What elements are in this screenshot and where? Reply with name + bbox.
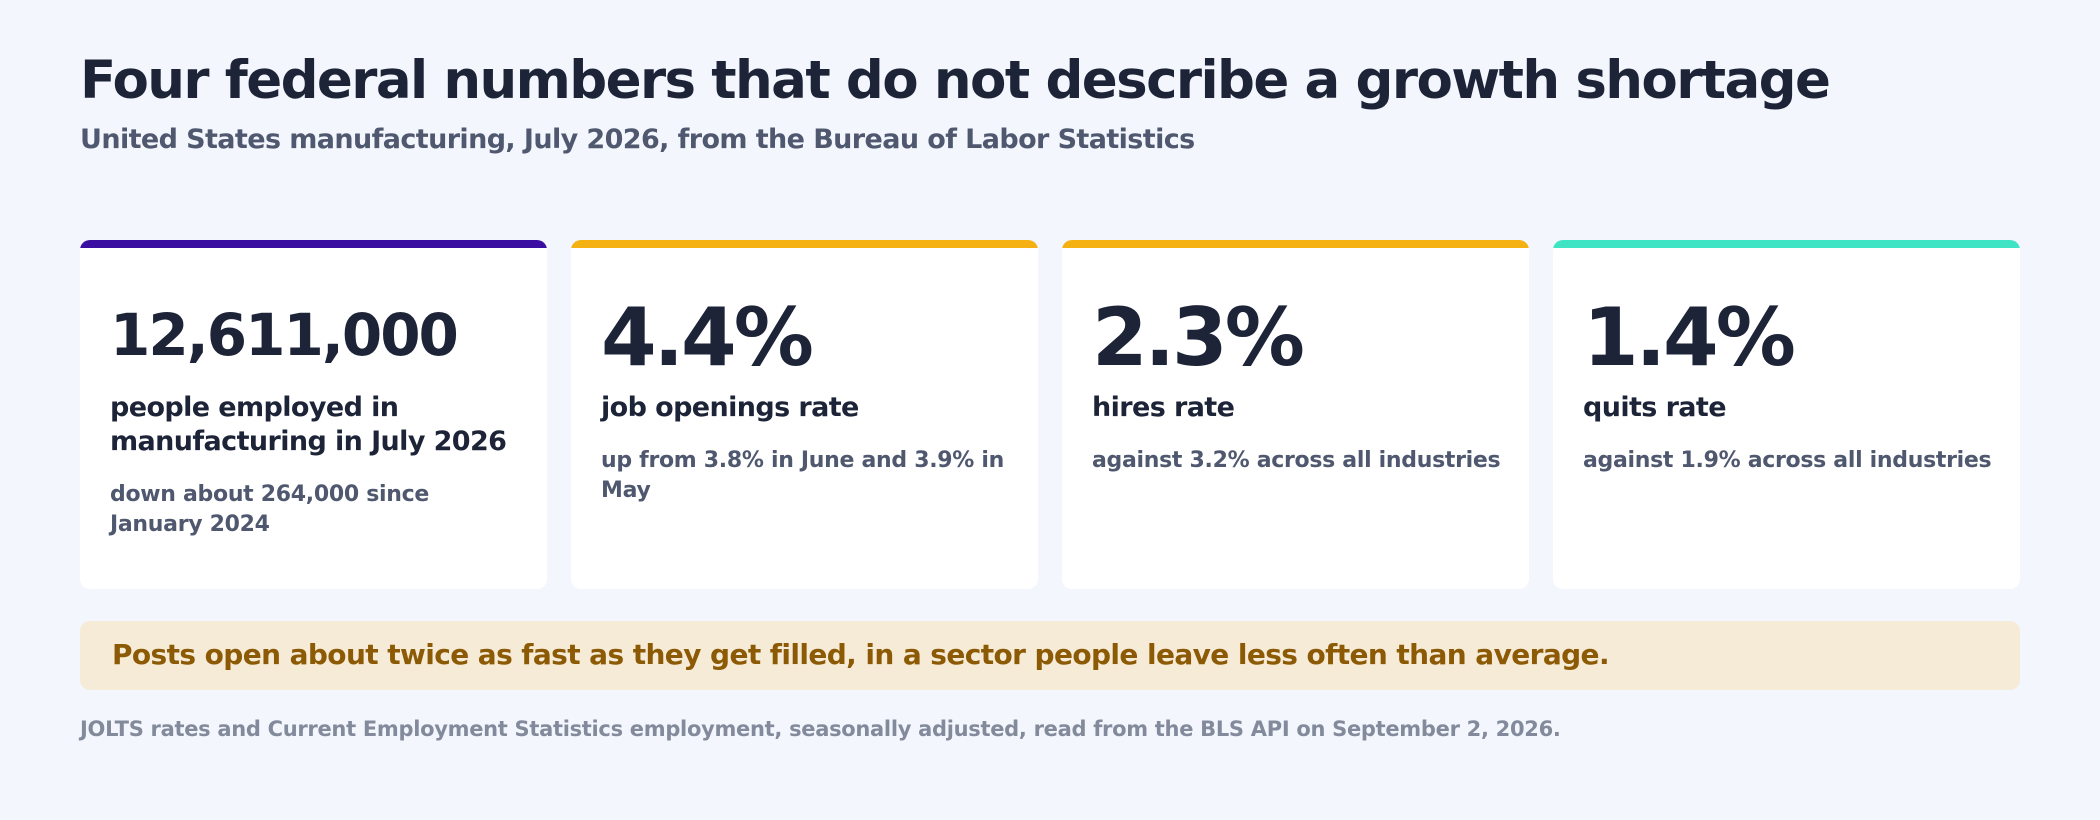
stat-card-hires: 2.3% hires rate against 3.2% across all … <box>1062 240 1529 589</box>
card-accent-bar <box>1062 240 1529 248</box>
source-note: JOLTS rates and Current Employment Stati… <box>80 717 1561 741</box>
stat-note: down about 264,000 since January 2024 <box>110 482 429 537</box>
card-accent-bar <box>571 240 1038 248</box>
stat-value: 4.4% <box>601 291 814 384</box>
stat-note: against 1.9% across all industries <box>1583 448 1992 473</box>
stat-label: quits rate <box>1583 392 1727 423</box>
callout-text: Posts open about twice as fast as they g… <box>112 638 1610 671</box>
stat-cards: 12,611,000 people employed in manufactur… <box>80 240 2020 589</box>
stat-card-job-openings: 4.4% job openings rate up from 3.8% in J… <box>571 240 1038 589</box>
card-accent-bar <box>1553 240 2020 248</box>
page-title: Four federal numbers that do not describ… <box>80 50 1831 111</box>
stat-label: job openings rate <box>601 392 859 423</box>
stat-value: 2.3% <box>1092 291 1305 384</box>
stat-note: up from 3.8% in June and 3.9% in May <box>601 448 1005 503</box>
page: Four federal numbers that do not describ… <box>80 0 2020 820</box>
stat-card-quits: 1.4% quits rate against 1.9% across all … <box>1553 240 2020 589</box>
stat-label: hires rate <box>1092 392 1235 423</box>
stat-note: against 3.2% across all industries <box>1092 448 1501 473</box>
card-accent-bar <box>80 240 547 248</box>
page-subtitle: United States manufacturing, July 2026, … <box>80 124 1195 155</box>
callout-banner: Posts open about twice as fast as they g… <box>80 621 2020 690</box>
stat-value: 1.4% <box>1583 291 1796 384</box>
stat-value: 12,611,000 <box>110 301 459 369</box>
stat-label: people employed in manufacturing in July… <box>110 392 507 457</box>
stat-card-employment: 12,611,000 people employed in manufactur… <box>80 240 547 589</box>
